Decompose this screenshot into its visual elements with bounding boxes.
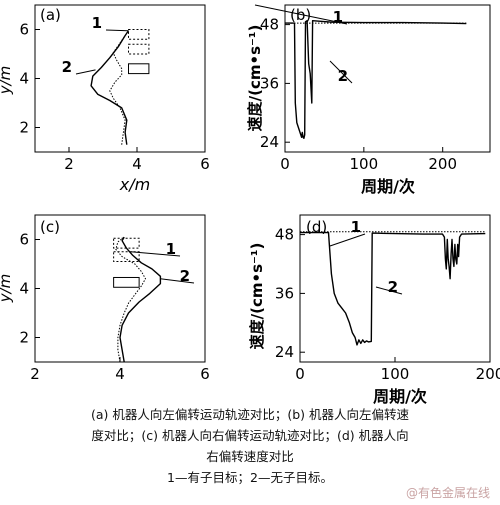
- panel-label: (a): [40, 6, 61, 24]
- y-axis-label: y/m: [0, 274, 14, 304]
- panel-b-speed-left: 0 100 200 24 36 48 (b) 周期/次 速度/(cm•s⁻¹) 1 2: [246, 4, 491, 196]
- curve-label-1: 1: [351, 218, 361, 236]
- y-tick-label: 24: [260, 133, 279, 151]
- x-tick-label: 100: [381, 365, 410, 383]
- x-tick-label: 200: [476, 365, 500, 383]
- x-tick-label: 100: [350, 155, 379, 173]
- curve-label-2: 2: [180, 267, 190, 285]
- x-tick-label: 2: [30, 365, 40, 383]
- caption-line-3: 右偏转速度对比: [206, 449, 294, 464]
- y-tick-label: 6: [19, 21, 29, 39]
- caption-line-1: (a) 机器人向左偏转运动轨迹对比；(b) 机器人向左偏转速: [90, 407, 410, 422]
- curve-label-leader-2: [160, 278, 195, 284]
- caption-line-4: 1—有子目标；2—无子目标。: [167, 470, 333, 485]
- curve-label-leader-2: [75, 69, 96, 75]
- x-tick-label: 6: [200, 155, 210, 173]
- x-tick-label: 200: [428, 155, 457, 173]
- y-tick-label: 6: [19, 231, 29, 249]
- plot-frame: [34, 4, 206, 153]
- target-box-2: [113, 251, 140, 263]
- x-axis-label: 周期/次: [361, 177, 415, 196]
- target-box-1: [128, 29, 150, 40]
- curve-label-1: 1: [166, 240, 176, 258]
- y-tick-label: 24: [275, 343, 294, 361]
- curve-label-leader-2: [375, 286, 403, 295]
- plot-frame: [284, 4, 491, 153]
- x-tick-label: 6: [200, 365, 210, 383]
- curve-label-2: 2: [62, 58, 72, 76]
- curve-label-1: 1: [333, 8, 343, 26]
- series-2-line: [300, 231, 486, 346]
- x-tick-label: 2: [64, 155, 74, 173]
- y-axis-label: 速度/(cm•s⁻¹): [248, 243, 266, 350]
- watermark-text: @有色金属在线: [405, 486, 490, 500]
- target-box-2: [128, 43, 150, 55]
- y-tick-label: 36: [260, 74, 279, 92]
- y-tick-label: 4: [19, 70, 29, 88]
- caption-line-2: 度对比；(c) 机器人向右偏转运动轨迹对比；(d) 机器人向: [91, 428, 409, 443]
- x-tick-label: 4: [115, 365, 125, 383]
- panel-label: (c): [40, 218, 60, 236]
- x-tick-label: 0: [295, 365, 305, 383]
- target-box-1: [113, 237, 140, 249]
- x-tick-label: 4: [132, 155, 142, 173]
- series-2-line: [90, 30, 130, 145]
- curve-label-2: 2: [338, 67, 348, 85]
- y-tick-label: 48: [260, 16, 279, 34]
- x-axis-label: 周期/次: [373, 387, 427, 406]
- y-tick-label: 48: [275, 226, 294, 244]
- curve-label-leader-1: [329, 233, 366, 247]
- y-tick-label: 4: [19, 280, 29, 298]
- series-1-line: [115, 236, 146, 363]
- curve-label-leader-2: [329, 60, 353, 84]
- y-tick-label: 2: [19, 329, 29, 347]
- target-box-3: [113, 276, 140, 288]
- y-tick-label: 36: [275, 284, 294, 302]
- y-axis-label: y/m: [0, 66, 14, 96]
- y-tick-label: 2: [19, 119, 29, 137]
- series-2-line: [285, 20, 467, 139]
- x-axis-label: x/m: [119, 175, 150, 194]
- target-box-3: [128, 63, 150, 75]
- series-2-line: [119, 236, 162, 363]
- panel-label: (b): [290, 6, 311, 24]
- y-axis-label: 速度/(cm•s⁻¹): [246, 25, 264, 132]
- curve-label-leader-1: [254, 4, 348, 25]
- x-tick-label: 0: [280, 155, 290, 173]
- curve-label-leader-1: [105, 29, 129, 32]
- curve-label-1: 1: [92, 14, 102, 32]
- curve-label-2: 2: [388, 278, 398, 296]
- series-1-line: [109, 30, 129, 145]
- curve-label-leader-1: [130, 251, 181, 257]
- panel-a-trajectory-left: 2 4 6 2 4 6 (a) x/m y/m 1 2: [0, 4, 210, 194]
